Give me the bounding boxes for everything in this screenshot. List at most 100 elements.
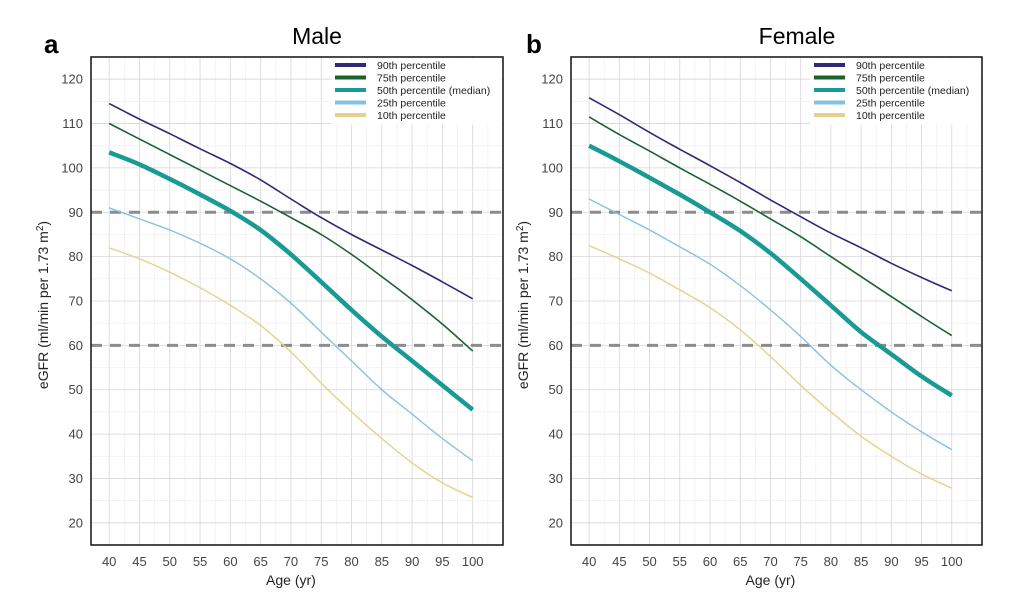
female-panel: b Female 40 45 50 55 60 65 70 75 80 85 90 95 100 20 3…: [515, 23, 983, 588]
male-panel: a Male 40 45 50 55 60 65 70 75 80 85 90 95 100 20 30 4…: [35, 23, 504, 588]
y-tick-label: 80: [549, 249, 563, 264]
chart-title: Male: [292, 23, 342, 49]
panel-letter: a: [44, 29, 59, 59]
y-tick-label: 90: [549, 205, 563, 220]
y-tick-label: 110: [542, 116, 563, 131]
x-tick-label: 60: [223, 554, 237, 569]
x-tick-label: 85: [375, 554, 389, 569]
x-tick-label: 100: [462, 554, 484, 569]
legend-label: 10th percentile: [856, 110, 925, 122]
y-tick-label: 30: [549, 471, 563, 486]
x-tick-label: 70: [763, 554, 777, 569]
y-tick-label: 60: [549, 338, 563, 353]
series-line: [588, 198, 953, 451]
x-tick-label: 65: [253, 554, 267, 569]
series-line: [108, 122, 474, 352]
legend-item: 10th percentile: [335, 110, 446, 122]
x-tick-label: 100: [941, 554, 963, 569]
legend-label: 25th percentile: [377, 97, 446, 109]
y-axis-label-close: ): [515, 221, 531, 226]
y-tick-label: 40: [69, 427, 83, 442]
legend-label: 25th percentile: [856, 97, 925, 109]
series-lines: [588, 97, 953, 489]
series-line: [588, 116, 953, 337]
x-tick-label: 55: [193, 554, 207, 569]
series-line: [108, 102, 474, 300]
x-tick-label: 80: [344, 554, 358, 569]
x-tick-label: 70: [284, 554, 298, 569]
legend-item: 90th percentile: [335, 60, 446, 72]
y-tick-label: 70: [549, 294, 563, 309]
y-axis-label: eGFR (ml/min per 1.73 m2): [35, 221, 51, 389]
series-line: [588, 97, 953, 292]
legend-item: 75th percentile: [335, 72, 446, 84]
y-axis-label-main: eGFR (ml/min per 1.73 m: [515, 231, 531, 389]
legend-label: 50th percentile (median): [377, 85, 490, 97]
x-tick-label: 85: [854, 554, 868, 569]
y-tick-labels: 20 30 40 50 60 70 80 90 100 110 120: [541, 72, 563, 531]
x-tick-label: 50: [163, 554, 177, 569]
x-tick-labels: 40 45 50 55 60 65 70 75 80 85 90 95 100: [102, 554, 484, 569]
y-tick-label: 20: [69, 515, 83, 530]
x-tick-label: 40: [102, 554, 116, 569]
reference-lines: [571, 210, 982, 347]
reference-lines: [91, 210, 503, 347]
series-line: [588, 244, 953, 489]
series-line: [108, 207, 474, 462]
legend-item: 25th percentile: [814, 97, 925, 109]
x-tick-label: 90: [405, 554, 419, 569]
grid: [571, 57, 982, 545]
y-axis-label-close: ): [35, 221, 51, 226]
series-line: [588, 143, 953, 398]
x-tick-label: 75: [793, 554, 807, 569]
y-tick-label: 100: [61, 160, 83, 175]
legend-label: 50th percentile (median): [856, 85, 969, 97]
grid: [91, 57, 503, 545]
y-tick-labels: 20 30 40 50 60 70 80 90 100 110 120: [61, 72, 83, 531]
y-tick-label: 90: [69, 205, 83, 220]
x-tick-label: 40: [582, 554, 596, 569]
y-axis-label: eGFR (ml/min per 1.73 m2): [515, 221, 531, 389]
panel-letter: b: [526, 29, 542, 59]
x-tick-label: 65: [733, 554, 747, 569]
x-tick-label: 45: [612, 554, 626, 569]
x-tick-label: 95: [435, 554, 449, 569]
y-tick-label: 50: [69, 382, 83, 397]
y-axis-label-superscript: 2: [515, 225, 526, 231]
legend-label: 75th percentile: [856, 72, 925, 84]
plot-frame: [90, 56, 504, 546]
legend-item: 50th percentile (median): [814, 85, 969, 97]
series-line: [108, 247, 474, 499]
legend: 90th percentile 75th percentile 50th per…: [331, 58, 502, 125]
y-axis-label-superscript: 2: [35, 225, 46, 231]
legend-label: 10th percentile: [377, 110, 446, 122]
y-tick-label: 120: [541, 72, 563, 87]
legend-item: 90th percentile: [814, 60, 925, 72]
x-tick-label: 45: [132, 554, 146, 569]
x-tick-label: 75: [314, 554, 328, 569]
series-lines: [108, 102, 475, 499]
y-tick-label: 40: [549, 427, 563, 442]
legend-item: 50th percentile (median): [335, 85, 490, 97]
y-tick-label: 110: [62, 116, 83, 131]
y-tick-label: 70: [69, 294, 83, 309]
x-tick-label: 60: [703, 554, 717, 569]
x-tick-label: 55: [673, 554, 687, 569]
y-tick-label: 120: [61, 72, 83, 87]
legend-item: 25th percentile: [335, 97, 446, 109]
x-tick-labels: 40 45 50 55 60 65 70 75 80 85 90 95 100: [582, 554, 963, 569]
y-tick-label: 50: [549, 382, 563, 397]
y-tick-label: 20: [549, 515, 563, 530]
y-tick-label: 60: [69, 338, 83, 353]
plot-frame: [570, 56, 983, 546]
x-tick-label: 95: [914, 554, 928, 569]
x-tick-label: 90: [884, 554, 898, 569]
y-tick-label: 80: [69, 249, 83, 264]
y-tick-label: 30: [69, 471, 83, 486]
legend-item: 75th percentile: [814, 72, 925, 84]
legend-label: 75th percentile: [377, 72, 446, 84]
series-line: [108, 150, 475, 412]
legend: 90th percentile 75th percentile 50th per…: [810, 58, 981, 125]
x-tick-label: 80: [824, 554, 838, 569]
